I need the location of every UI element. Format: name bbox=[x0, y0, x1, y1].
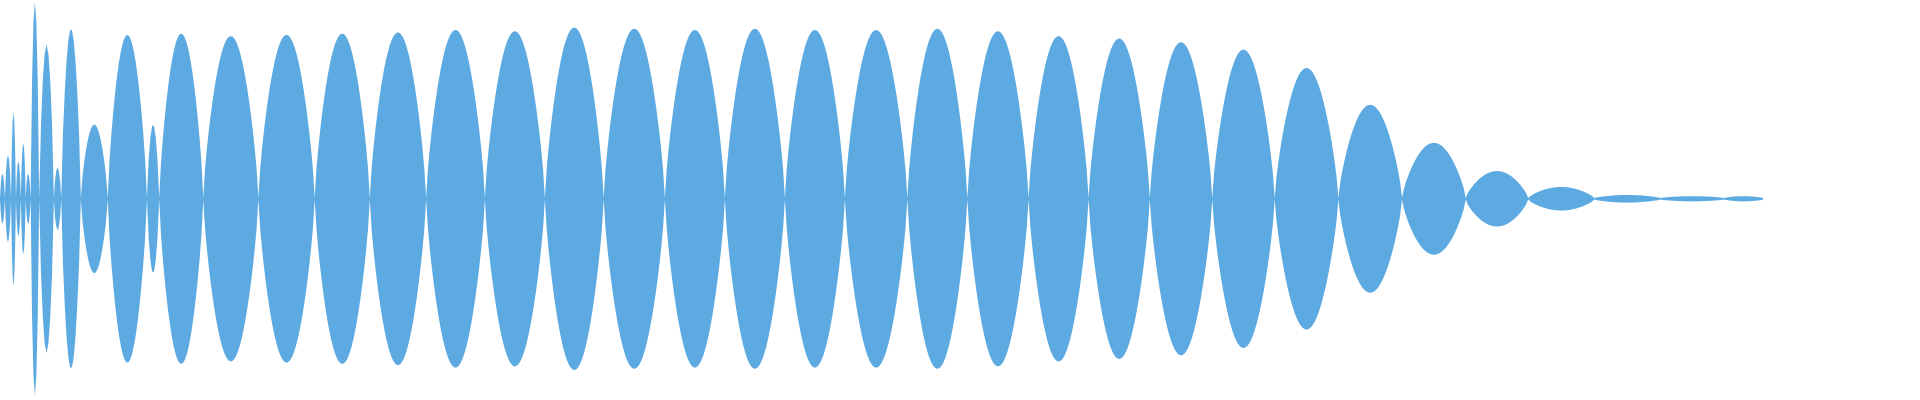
waveform-shape bbox=[0, 1, 1764, 396]
